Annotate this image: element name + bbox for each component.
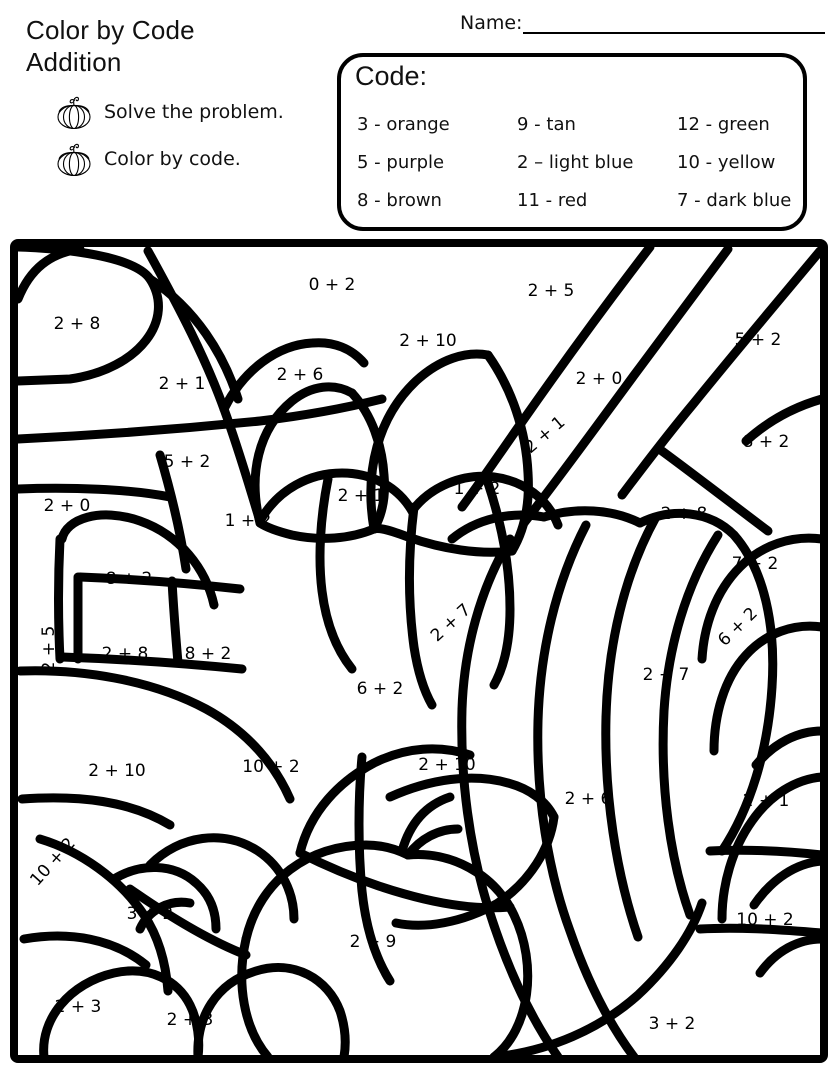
page-title-line-1: Color by Code <box>26 15 195 45</box>
region-label-r14: 1 + 2 <box>454 479 501 499</box>
color-by-code-puzzle[interactable]: 2 + 8 2 + 1 0 + 2 2 + 6 2 + 10 2 + 5 5 +… <box>10 239 828 1063</box>
code-entry: 9 - tan <box>517 113 576 135</box>
region-labels: 2 + 8 2 + 1 0 + 2 2 + 6 2 + 10 2 + 5 5 +… <box>26 275 793 1034</box>
region-label-r02: 2 + 1 <box>159 374 206 394</box>
name-label: Name: <box>460 12 523 34</box>
code-entry: 8 - brown <box>357 189 442 211</box>
region-label-r21: 8 + 2 <box>185 644 232 664</box>
region-label-r06: 2 + 5 <box>528 281 575 301</box>
instruction-label: Color by code. <box>104 147 241 170</box>
region-label-r36: 2 + 3 <box>167 1010 214 1030</box>
region-label-r33: 2 + 9 <box>350 932 397 952</box>
region-label-r19: 2 + 5 <box>39 626 59 673</box>
region-label-r25: 2 + 7 <box>643 665 690 685</box>
page-title-line-2: Addition <box>26 47 122 77</box>
region-label-r09: 8 + 2 <box>743 432 790 452</box>
pumpkin-icon <box>52 139 96 179</box>
region-label-r01: 2 + 8 <box>54 314 101 334</box>
code-entry: 2 – light blue <box>517 151 634 173</box>
region-label-r18: 8 + 2 <box>106 569 153 589</box>
instructions-list: Solve the problem. Color by code. <box>52 88 352 182</box>
code-entry: 10 - yellow <box>677 151 776 173</box>
region-label-r07: 5 + 2 <box>735 330 782 350</box>
code-legend-box: Code: 3 - orange 9 - tan 12 - green 5 - … <box>337 53 807 231</box>
code-entry: 12 - green <box>677 113 770 135</box>
region-label-r27: 10 + 2 <box>242 757 300 777</box>
worksheet-header: Color by Code Addition Solve the <box>0 0 838 240</box>
region-label-r04: 2 + 6 <box>277 365 324 385</box>
name-field: Name: <box>460 12 825 34</box>
region-label-r13: 2 + 1 <box>338 486 385 506</box>
code-legend-title: Code: <box>355 61 428 91</box>
region-label-r30: 2 + 1 <box>743 791 790 811</box>
region-label-r05: 2 + 10 <box>399 331 457 351</box>
region-label-r23: 6 + 2 <box>357 679 404 699</box>
region-label-r29: 2 + 6 <box>565 789 612 809</box>
instruction-item-color: Color by code. <box>52 135 352 182</box>
instruction-item-solve: Solve the problem. <box>52 88 352 135</box>
code-entry: 7 - dark blue <box>677 189 792 211</box>
instruction-label: Solve the problem. <box>104 100 284 123</box>
region-label-r28: 2 + 10 <box>418 755 476 775</box>
region-label-r10: 5 + 2 <box>164 452 211 472</box>
puzzle-outlines <box>13 242 827 1062</box>
region-label-r35: 2 + 3 <box>55 997 102 1017</box>
code-entry: 5 - purple <box>357 151 445 173</box>
code-entry: 11 - red <box>517 189 588 211</box>
region-label-r26: 2 + 10 <box>88 761 146 781</box>
pumpkin-icon <box>52 92 96 132</box>
region-label-r37: 3 + 2 <box>649 1014 696 1034</box>
code-entry: 3 - orange <box>357 113 450 135</box>
page-title: Color by Code Addition <box>26 14 326 78</box>
region-label-r03: 0 + 2 <box>309 275 356 295</box>
region-label-r34: 10 + 2 <box>736 910 794 930</box>
region-label-r12: 1 + 2 <box>225 511 272 531</box>
region-label-r20: 2 + 8 <box>102 644 149 664</box>
region-label-r16: 2 + 8 <box>661 504 708 524</box>
puzzle-artwork[interactable]: 2 + 8 2 + 1 0 + 2 2 + 6 2 + 10 2 + 5 5 +… <box>10 239 828 1063</box>
code-legend-grid: 3 - orange 9 - tan 12 - green 5 - purple… <box>357 105 797 219</box>
name-input-line[interactable] <box>523 14 825 34</box>
region-label-r32: 3 + 2 <box>127 904 174 924</box>
region-label-r17: 7 + 2 <box>732 554 779 574</box>
region-label-r08: 2 + 0 <box>576 369 623 389</box>
region-label-r11: 2 + 0 <box>44 496 91 516</box>
